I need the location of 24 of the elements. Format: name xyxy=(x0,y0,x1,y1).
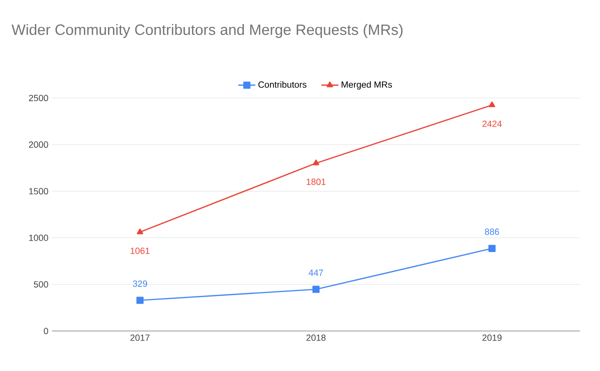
y-tick-label: 0 xyxy=(44,328,48,334)
point xyxy=(312,160,320,166)
legend-label: Merged MRs xyxy=(342,81,392,90)
x-tick-label: 2017 xyxy=(130,334,150,341)
y-tick-label: 2000 xyxy=(28,141,48,148)
x-tick-label: 2019 xyxy=(482,334,502,341)
legend-label: Contributors xyxy=(258,81,306,88)
point xyxy=(488,244,496,252)
y-tick-label: 2500 xyxy=(28,94,48,102)
point xyxy=(136,228,144,234)
x-tick-label: 2018 xyxy=(306,334,326,341)
data-label: 886 xyxy=(484,228,500,235)
data-label: 2424 xyxy=(482,120,502,127)
y-tick-label: 500 xyxy=(34,281,48,288)
data-label: 1801 xyxy=(306,178,326,186)
point xyxy=(488,101,496,108)
data-label: 1061 xyxy=(130,248,150,254)
data-label: 447 xyxy=(308,270,324,276)
y-tick-label: 1500 xyxy=(29,188,48,194)
chart-title: Wider Community Contributors and Merge Requests (MRs) xyxy=(12,24,403,38)
point xyxy=(136,296,144,304)
point xyxy=(312,286,320,293)
y-tick-label: 1000 xyxy=(29,234,48,241)
data-label: 329 xyxy=(132,280,148,287)
